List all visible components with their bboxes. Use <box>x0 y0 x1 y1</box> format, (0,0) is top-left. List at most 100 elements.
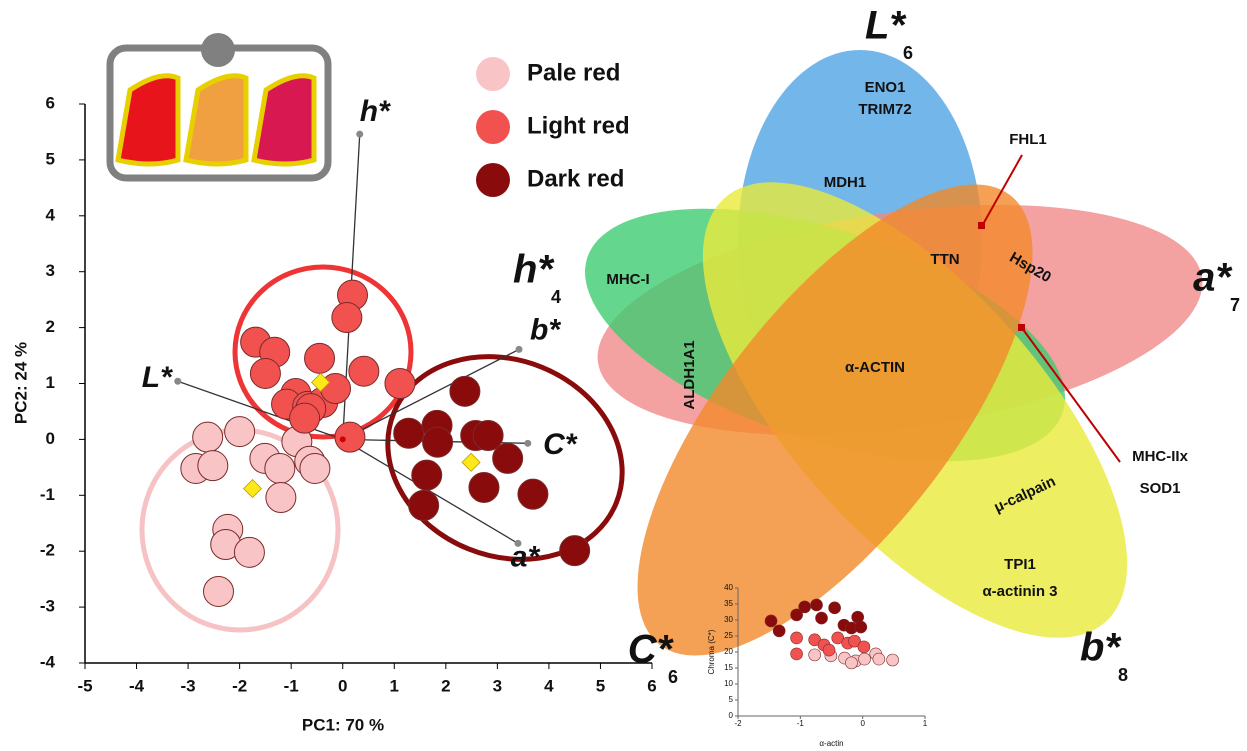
inset-point <box>790 608 803 622</box>
centroid <box>242 479 263 499</box>
inset-point <box>886 653 899 667</box>
inset-point <box>798 600 811 614</box>
y-axis-title: PC2: 24 % <box>11 342 30 424</box>
point <box>334 421 366 453</box>
legend-label: Pale red <box>527 59 620 86</box>
legend-label: Light red <box>527 112 630 139</box>
set-label: a* <box>1193 256 1233 300</box>
inset-y-tick-label: 35 <box>724 599 733 608</box>
inset-point <box>772 624 786 638</box>
centroid <box>310 372 331 392</box>
x-tick-label: -1 <box>284 676 299 695</box>
legend-label: Dark red <box>527 165 624 192</box>
loading-vector <box>177 380 343 441</box>
inset-point <box>872 652 886 666</box>
inset-point <box>764 614 778 628</box>
x-tick-label: 6 <box>647 676 656 695</box>
point <box>517 478 549 510</box>
point <box>224 416 256 448</box>
loading-end <box>356 130 364 138</box>
y-tick-label: 3 <box>46 261 55 280</box>
loading-label: b* <box>530 313 561 346</box>
y-tick-label: 4 <box>46 205 56 224</box>
set-count: 6 <box>903 43 913 63</box>
legend-swatch <box>476 163 510 197</box>
point <box>422 426 454 458</box>
inset-point <box>858 652 871 666</box>
x-tick-label: -5 <box>77 676 92 695</box>
inset-y-tick-label: 10 <box>724 679 733 688</box>
inset-x-tick-label: 0 <box>860 719 865 728</box>
loading-end <box>515 345 523 353</box>
loading-label: C* <box>543 428 578 461</box>
inset-y-tick-label: 25 <box>724 631 733 640</box>
inset-y-tick-label: 40 <box>724 583 733 592</box>
point <box>197 450 229 482</box>
callout-line <box>981 154 1023 227</box>
point <box>233 536 265 568</box>
legend-swatch <box>476 57 510 91</box>
group-ellipse <box>232 264 414 440</box>
gene-label: SOD1 <box>1140 480 1181 497</box>
inset-point <box>790 631 803 645</box>
inset-x-tick-label: -2 <box>734 719 742 728</box>
x-tick-label: 1 <box>390 676 399 695</box>
point <box>559 535 591 567</box>
gene-label: α-actinin 3 <box>982 583 1057 600</box>
point <box>264 452 296 484</box>
inset-point <box>808 648 821 662</box>
y-tick-label: -2 <box>40 541 55 560</box>
inset-point <box>822 643 836 657</box>
set-label: L* <box>865 4 907 48</box>
x-tick-label: 2 <box>441 676 450 695</box>
gene-label: ALDH1A1 <box>681 340 698 409</box>
gene-label: TTN <box>930 251 959 268</box>
point <box>348 355 380 387</box>
loading-vector <box>342 348 520 440</box>
point <box>468 471 500 503</box>
inset-x-tick-label: 1 <box>923 719 928 728</box>
callout-dot <box>978 222 985 229</box>
venn <box>585 50 1203 656</box>
point <box>472 419 504 451</box>
set-count: 6 <box>668 667 678 687</box>
point <box>192 421 224 453</box>
set-count: 8 <box>1118 665 1128 685</box>
point <box>249 357 281 389</box>
point <box>265 482 297 514</box>
gene-label: TPI1 <box>1004 556 1036 573</box>
inset-point <box>845 656 858 670</box>
inset-point <box>831 631 845 645</box>
gene-label: MHC-I <box>606 271 649 288</box>
x-tick-label: -3 <box>181 676 196 695</box>
point <box>393 417 425 449</box>
inset-point <box>810 598 823 612</box>
meat-icon <box>106 33 332 182</box>
y-tick-label: 5 <box>46 149 55 168</box>
venn-set <box>637 184 1033 656</box>
point <box>289 402 321 434</box>
point <box>449 375 481 407</box>
y-tick-label: -1 <box>40 485 55 504</box>
inset-x-title: α-actin <box>819 739 843 748</box>
set-label: C* <box>628 628 675 672</box>
inset-y-title: Chroma (C*) <box>707 629 716 674</box>
meat-slice <box>183 73 249 167</box>
loading-label: a* <box>511 540 541 573</box>
set-count: 7 <box>1230 295 1240 315</box>
inset-x-tick-label: -1 <box>797 719 805 728</box>
x-tick-label: -4 <box>129 676 145 695</box>
set-label: h* <box>513 248 555 292</box>
inset-y-tick-label: 30 <box>724 615 733 624</box>
legend-swatch <box>476 110 510 144</box>
x-tick-label: 0 <box>338 676 347 695</box>
inset-point <box>857 640 871 654</box>
gene-label: MHC-IIx <box>1132 448 1188 465</box>
set-count: 4 <box>551 287 561 307</box>
loading-end <box>524 439 532 447</box>
point <box>299 452 331 484</box>
icon-knob <box>201 33 235 67</box>
inset-point <box>848 634 861 648</box>
inset-y-tick-label: 0 <box>729 711 734 720</box>
gene-label: FHL1 <box>1009 131 1047 148</box>
